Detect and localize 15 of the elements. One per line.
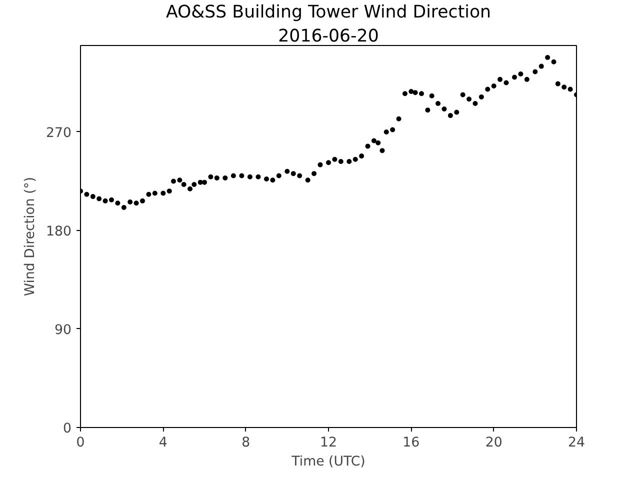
x-tick-label: 4: [158, 436, 168, 450]
y-tick-label: 90: [54, 322, 72, 338]
y-tick-label: 0: [63, 422, 72, 436]
chart-title: AO&SS Building Tower Wind Direction: [166, 2, 492, 22]
y-axis-title: Wind Direction (°): [23, 176, 38, 296]
x-tick-label: 24: [568, 436, 585, 450]
x-tick-label: 20: [485, 436, 502, 450]
chart-subtitle: 2016-06-20: [278, 26, 379, 46]
x-tick-label: 0: [76, 436, 85, 450]
x-tick-label: 8: [242, 436, 250, 450]
x-tick-label: 16: [402, 436, 420, 450]
x-tick-label: 12: [320, 436, 337, 450]
y-tick-label: 270: [46, 126, 72, 141]
y-tick-label: 180: [46, 224, 72, 240]
x-axis-title: Time (UTC): [290, 454, 366, 470]
